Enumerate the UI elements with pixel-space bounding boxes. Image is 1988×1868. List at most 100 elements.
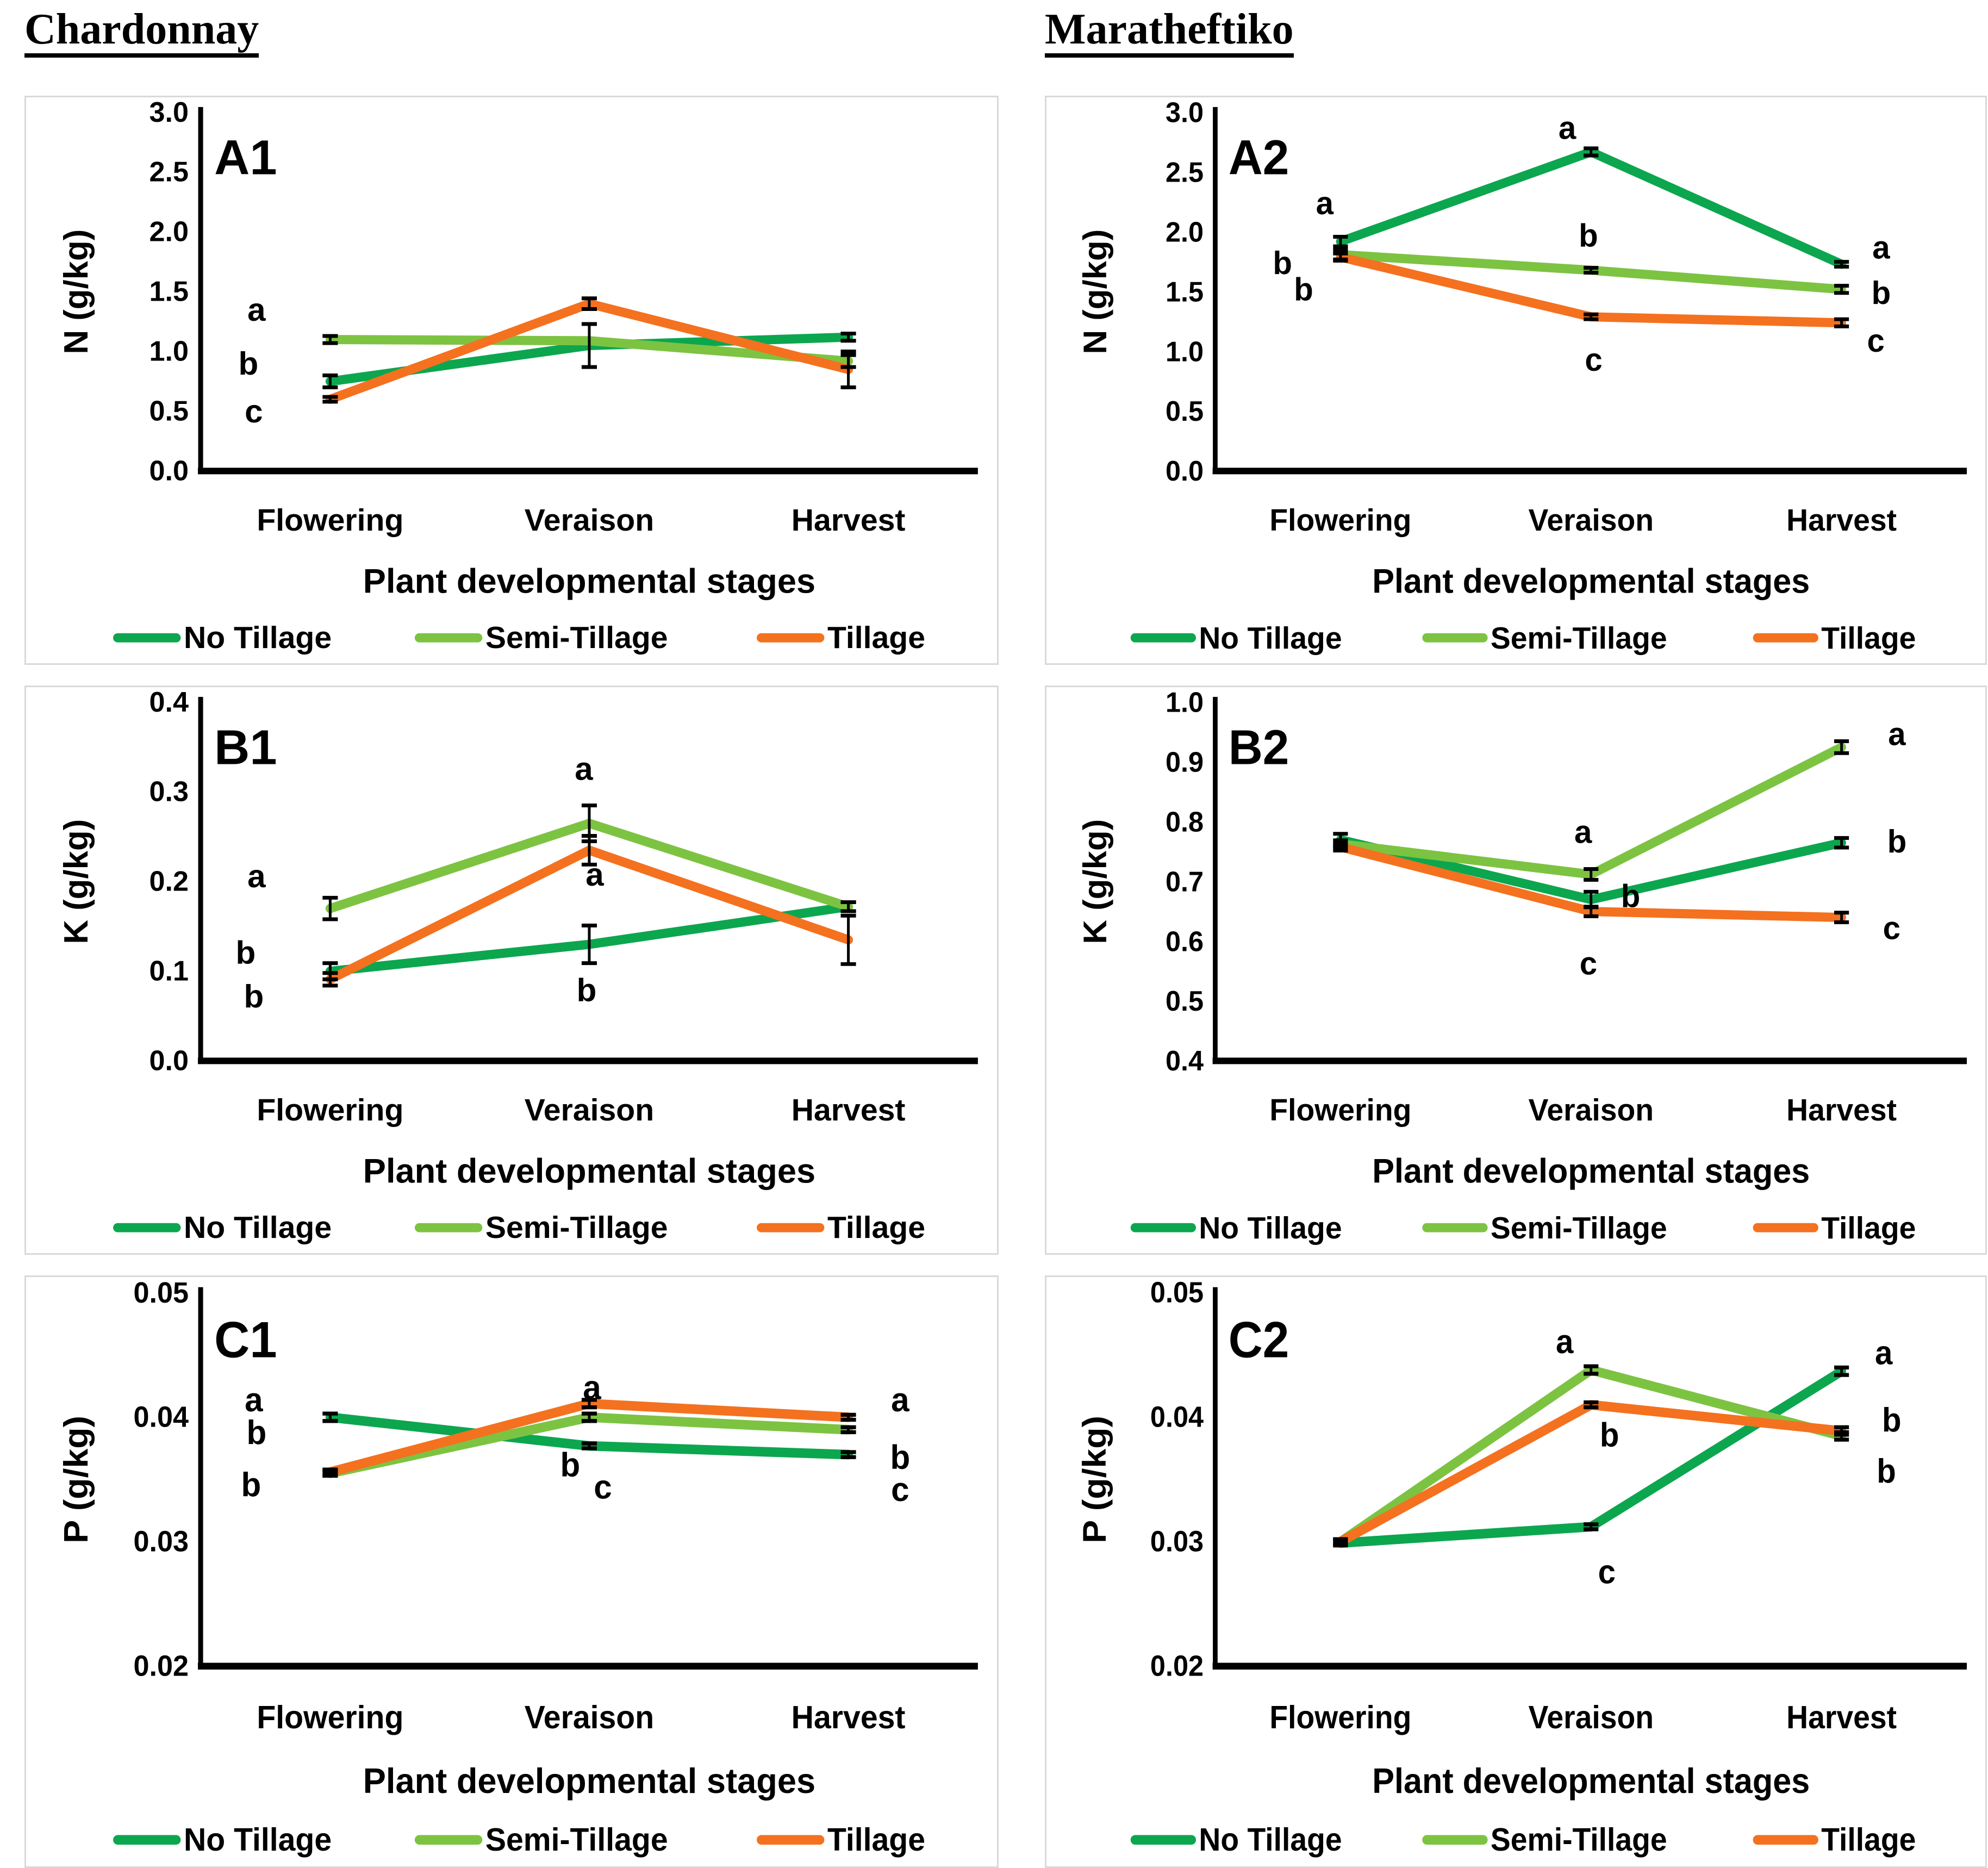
significance-letter: a [247, 291, 266, 328]
y-tick-label: 0.02 [133, 1650, 189, 1683]
x-category-label: Flowering [257, 1093, 403, 1128]
error-bars [322, 1398, 856, 1478]
chart-C1: C1 0.05 0.04 0.03 0.02 P (g/kg) Flowering Verai… [58, 1277, 978, 1858]
x-category-label: Harvest [1786, 1092, 1897, 1127]
y-axis: 0.05 0.04 0.03 0.02 [1150, 1277, 1218, 1683]
y-axis: 0.4 0.3 0.2 0.1 0.0 [149, 687, 203, 1076]
y-axis-title: P (g/kg) [1077, 1416, 1113, 1543]
legend-label: Semi-Tillage [485, 1210, 668, 1245]
significance-letter: a [1556, 1322, 1574, 1360]
legend: No Tillage Semi-Tillage Tillage [1130, 620, 1916, 655]
x-category-label: Veraison [525, 1699, 654, 1735]
x-axis: Flowering Veraison Harvest [1212, 468, 1967, 537]
y-tick-label: 1.0 [149, 336, 189, 368]
significance-letter: a [1574, 814, 1593, 850]
x-axis-title: Plant developmental stages [1372, 1153, 1810, 1191]
legend-label: Semi-Tillage [1491, 1210, 1667, 1245]
significance-letter: a [247, 858, 266, 894]
y-axis: 0.05 0.04 0.03 0.02 [133, 1277, 203, 1683]
y-tick-label: 0.4 [1166, 1045, 1204, 1076]
x-category-label: Harvest [792, 1699, 906, 1735]
x-axis-title: Plant developmental stages [1372, 563, 1810, 601]
y-tick-label: 2.5 [149, 157, 189, 188]
chart-B1: B1 0.4 0.3 0.2 0.1 0.0 K (g/kg) Flowering Verais… [58, 687, 978, 1245]
y-tick-label: 0.04 [1150, 1401, 1204, 1434]
x-category-label: Veraison [1529, 1092, 1654, 1127]
significance-letter: b [1877, 1452, 1896, 1490]
x-axis: Flowering Veraison Harvest [1212, 1662, 1967, 1735]
panel-id-label: B1 [214, 721, 277, 775]
panel-id-label: A2 [1229, 130, 1289, 184]
legend-label: Tillage [827, 620, 925, 655]
significance-letter: c [594, 1468, 612, 1506]
panel-C2: C2 0.05 0.04 0.03 0.02 P (g/kg) Flowering Verai… [1045, 1275, 1987, 1868]
y-tick-label: 1.5 [1166, 276, 1204, 308]
significance-letter: a [583, 1368, 601, 1406]
x-axis: Flowering Veraison Harvest [198, 1057, 978, 1128]
y-tick-label: 3.0 [149, 97, 189, 128]
significance-letter: a [1872, 229, 1891, 266]
significance-letter: b [235, 934, 255, 970]
legend: No Tillage Semi-Tillage Tillage [113, 620, 925, 655]
y-tick-label: 1.0 [1166, 687, 1204, 718]
x-axis-title: Plant developmental stages [1372, 1761, 1810, 1801]
error-bars [1333, 146, 1849, 328]
y-axis-title: P (g/kg) [58, 1416, 95, 1543]
legend-label: Semi-Tillage [1491, 1822, 1667, 1858]
significance-letters: abc [238, 291, 266, 429]
column-title-maratheftiko: Maratheftiko [1045, 4, 1987, 75]
legend-label: No Tillage [1199, 1822, 1342, 1858]
column-title-maratheftiko-text: Maratheftiko [1045, 8, 1294, 58]
y-tick-label: 0.9 [1166, 746, 1204, 778]
y-tick-label: 0.2 [149, 866, 189, 898]
x-category-label: Flowering [257, 1699, 403, 1735]
legend-label: Tillage [827, 1210, 925, 1245]
legend-label: Semi-Tillage [485, 1822, 668, 1858]
series-line-no-tillage [1336, 1366, 1846, 1548]
legend-label: No Tillage [184, 620, 332, 655]
x-category-label: Harvest [1786, 502, 1897, 537]
legend: No Tillage Semi-Tillage Tillage [1130, 1822, 1916, 1858]
panel-B2: B2 1.0 0.9 0.8 0.7 0.6 0.5 0.4 K (g/kg) Flowering… [1045, 686, 1987, 1255]
y-tick-label: 0.0 [1166, 455, 1204, 487]
y-tick-label: 0.0 [149, 455, 189, 487]
y-axis-title: N (g/kg) [1077, 229, 1113, 354]
x-category-label: Flowering [257, 503, 403, 538]
y-axis-title: N (g/kg) [58, 229, 95, 354]
panel-B1: B1 0.4 0.3 0.2 0.1 0.0 K (g/kg) Flowering Verais… [24, 686, 999, 1255]
y-tick-label: 0.5 [1166, 986, 1204, 1017]
panel-id-label: C1 [214, 1312, 277, 1368]
x-category-label: Harvest [792, 503, 906, 538]
y-axis: 3.0 2.5 2.0 1.5 1.0 0.5 0.0 [149, 97, 203, 487]
legend-label: Tillage [1821, 1822, 1916, 1858]
series-line-tillage [1336, 1400, 1846, 1547]
series-line-semi-tillage [1336, 1365, 1846, 1547]
panel-id-label: A1 [214, 131, 277, 185]
x-category-label: Veraison [1529, 502, 1654, 537]
y-tick-label: 0.03 [133, 1525, 189, 1558]
significance-letter: b [560, 1446, 580, 1483]
figure-grid: Chardonnay Maratheftiko A1 3.0 2.5 2.0 1.5 1.… [24, 4, 1987, 1868]
x-category-label: Veraison [1529, 1699, 1654, 1735]
panel-id-label: B2 [1229, 720, 1289, 774]
x-axis: Flowering Veraison Harvest [198, 468, 978, 538]
significance-letter: a [245, 1381, 263, 1418]
significance-letter: c [891, 1471, 909, 1508]
x-category-label: Harvest [792, 1093, 906, 1128]
significance-letter: b [1621, 878, 1641, 914]
significance-letter: b [890, 1439, 911, 1476]
y-tick-label: 0.03 [1150, 1525, 1204, 1558]
y-tick-label: 0.04 [133, 1401, 189, 1434]
significance-letter: c [1867, 322, 1884, 359]
legend-label: Semi-Tillage [485, 620, 668, 655]
significance-letter: c [1883, 910, 1900, 947]
y-axis-title: K (g/kg) [1077, 819, 1113, 944]
significance-letter: b [1294, 271, 1313, 308]
significance-letter: b [1887, 824, 1907, 860]
significance-letter: a [575, 751, 593, 787]
legend-label: Semi-Tillage [1491, 620, 1667, 655]
significance-letter: b [241, 1466, 261, 1503]
